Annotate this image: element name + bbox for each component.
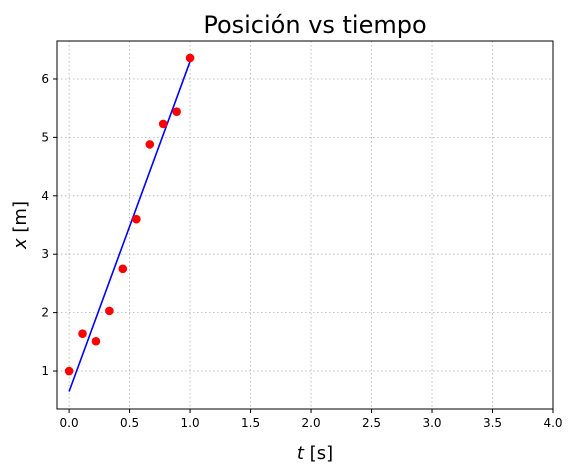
x-tick-label: 2.5 — [362, 416, 381, 430]
x-tick-label: 3.5 — [483, 416, 502, 430]
data-point — [118, 264, 128, 274]
y-tick-label: 6 — [41, 72, 49, 86]
y-axis-unit: [m] — [10, 201, 31, 233]
y-tick-label: 2 — [41, 306, 49, 320]
x-tick-label: 4.0 — [543, 416, 562, 430]
data-point — [132, 214, 141, 224]
fit-line-layer — [68, 61, 191, 392]
x-axis-symbol: t — [297, 443, 305, 464]
y-axis-label: x [m] — [10, 201, 31, 250]
y-tick-label: 1 — [41, 364, 49, 378]
x-tick-label: 1.5 — [241, 416, 260, 430]
data-point — [105, 306, 114, 316]
data-point — [172, 107, 181, 116]
grid — [57, 41, 554, 409]
data-points — [64, 53, 195, 376]
chart-title: Posición vs tiempo — [203, 11, 426, 39]
y-axis-symbol: x — [10, 238, 31, 250]
data-point — [145, 140, 155, 149]
y-tick-label: 5 — [41, 130, 49, 144]
fit-line — [68, 61, 191, 392]
x-tick-label: 1.0 — [181, 416, 200, 430]
x-tick-label: 3.0 — [422, 416, 441, 430]
data-point — [64, 366, 74, 376]
x-axis-label: t [s] — [297, 443, 333, 464]
axis-ticks: 0.0 0.5 1.0 1.5 2.0 2.5 3.0 3.5 4.0 1 2 3 4 5 6 — [41, 72, 562, 430]
data-point — [158, 119, 168, 129]
data-point — [91, 336, 101, 346]
x-tick-label: 0.5 — [120, 416, 139, 430]
x-tick-label: 0.0 — [60, 416, 79, 430]
y-tick-label: 3 — [41, 247, 49, 261]
y-tick-label: 4 — [41, 189, 49, 203]
x-axis-unit: [s] — [310, 443, 333, 464]
x-tick-label: 2.0 — [302, 416, 321, 430]
data-point — [78, 329, 87, 338]
data-point — [185, 53, 195, 63]
plot-frame — [56, 40, 554, 410]
